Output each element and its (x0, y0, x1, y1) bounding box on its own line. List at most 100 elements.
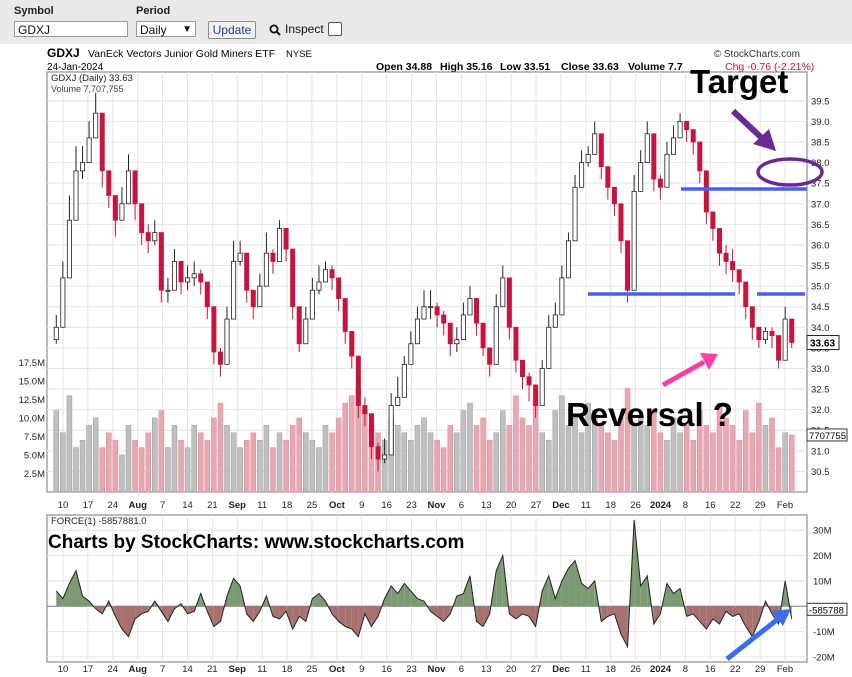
candlestick (782, 306, 788, 361)
price-tick-label: 31.0 (811, 446, 830, 457)
volume-bar (421, 417, 427, 493)
header-ticker: GDXJ (47, 46, 80, 60)
force-area-segment (272, 606, 280, 619)
candlestick (263, 232, 269, 287)
x-tick-label: Oct (329, 664, 346, 675)
volume-bar (683, 425, 690, 493)
force-area-segment (397, 583, 405, 607)
price-tick-label: 38.0 (811, 158, 830, 169)
volume-bar (651, 410, 657, 493)
volume-bar (500, 410, 506, 493)
x-tick-label: 11 (581, 500, 591, 511)
candlestick (375, 442, 381, 472)
annotation-overlay: Target Reversal ? (566, 63, 824, 661)
volume-bar (611, 439, 618, 493)
watermark-text: Charts by StockCharts: www.stockcharts.c… (48, 532, 464, 553)
candlestick (382, 438, 388, 464)
period-select-value: Daily (140, 23, 167, 37)
volume-bar (552, 410, 559, 493)
candlestick (60, 261, 66, 328)
x-tick-label: Nov (427, 500, 446, 511)
volume-bar (342, 402, 348, 493)
candlestick (277, 220, 283, 262)
force-area-segment (555, 580, 562, 607)
volume-tick-label: 5.0M (24, 451, 45, 462)
candlestick (198, 269, 204, 295)
force-area-segment (739, 606, 746, 627)
candlestick (204, 281, 210, 320)
candlestick (697, 141, 703, 184)
price-tick-label: 33.0 (811, 364, 830, 375)
update-button[interactable]: Update (208, 21, 256, 39)
force-area-segment (575, 560, 582, 607)
volume-bar (565, 425, 572, 493)
last-volume-box (806, 428, 848, 442)
candlestick (605, 166, 611, 200)
candlestick (152, 220, 158, 245)
volume-bar (519, 417, 526, 493)
candlestick (657, 174, 663, 200)
volume-bar (401, 432, 408, 493)
force-area-segment (666, 583, 674, 607)
x-tick-label: Sep (229, 500, 247, 511)
x-tick-label: Nov (427, 664, 446, 675)
candlestick (756, 326, 762, 348)
x-tick-label: 7 (160, 664, 165, 675)
volume-bar (546, 439, 552, 493)
x-tick-label: 26 (630, 664, 641, 675)
candlestick (749, 306, 755, 340)
volume-bar (690, 439, 696, 493)
force-area-segment (463, 575, 470, 607)
candlestick (539, 360, 545, 406)
force-area-segment (75, 570, 83, 607)
candlestick (684, 121, 690, 142)
brand-label: © StockCharts.com (714, 49, 800, 60)
volume-bar (467, 402, 473, 493)
header-low: Low 33.51 (500, 61, 550, 73)
x-tick-label: 18 (282, 500, 293, 511)
price-tick-label: 36.0 (811, 240, 830, 251)
volume-bar (572, 417, 578, 493)
period-select[interactable]: Daily ▼ (136, 21, 196, 37)
price-tick-label: 35.5 (811, 261, 830, 272)
legend-force: FORCE(1) -5857881.0 (51, 516, 147, 527)
candlestick (158, 232, 164, 303)
candlestick (336, 277, 342, 311)
x-tick-label: 18 (605, 664, 616, 675)
price-tick-label: 34.5 (811, 302, 830, 313)
volume-bar (309, 439, 316, 493)
x-tick-label: 13 (481, 664, 492, 675)
volume-bar (480, 417, 486, 493)
candlestick (290, 248, 296, 320)
volume-bar (460, 410, 467, 493)
price-tick-label: 34.0 (811, 323, 830, 334)
price-tick-label: 36.5 (811, 220, 830, 231)
volume-bar (165, 447, 171, 493)
volume-bar (644, 425, 651, 493)
volume-bar (197, 432, 204, 493)
volume-bar (92, 417, 99, 493)
candlestick (309, 277, 315, 320)
candlestick (401, 356, 407, 398)
symbol-input[interactable]: GDXJ (14, 21, 128, 37)
volume-bar (276, 432, 283, 493)
x-tick-label: 9 (359, 500, 364, 511)
force-area-segment (207, 606, 214, 627)
force-axis: -20M-10M010M20M30M-585788 (806, 526, 848, 663)
reversal-arrow (661, 353, 718, 388)
candlestick (388, 393, 394, 456)
candlestick (480, 322, 486, 357)
volume-tick-label: 15.0M (19, 377, 45, 388)
force-area-segment (69, 570, 76, 607)
force-area-segment (522, 606, 530, 617)
force-area-segment (496, 555, 503, 607)
force-area-segment (292, 606, 300, 630)
x-tick-label: 24 (108, 664, 119, 675)
volume-bar (454, 432, 460, 493)
candlestick (224, 306, 230, 365)
volume-bar (171, 425, 178, 493)
x-axis-bottom: 10 17 24 Aug 7 14 21 Sep 11 18 25 Oct 9 16 23 Nov 6 13 20 2… (58, 664, 793, 675)
force-area-segment (634, 520, 641, 607)
inspect-checkbox[interactable] (328, 22, 342, 36)
force-area-segment (601, 606, 608, 622)
